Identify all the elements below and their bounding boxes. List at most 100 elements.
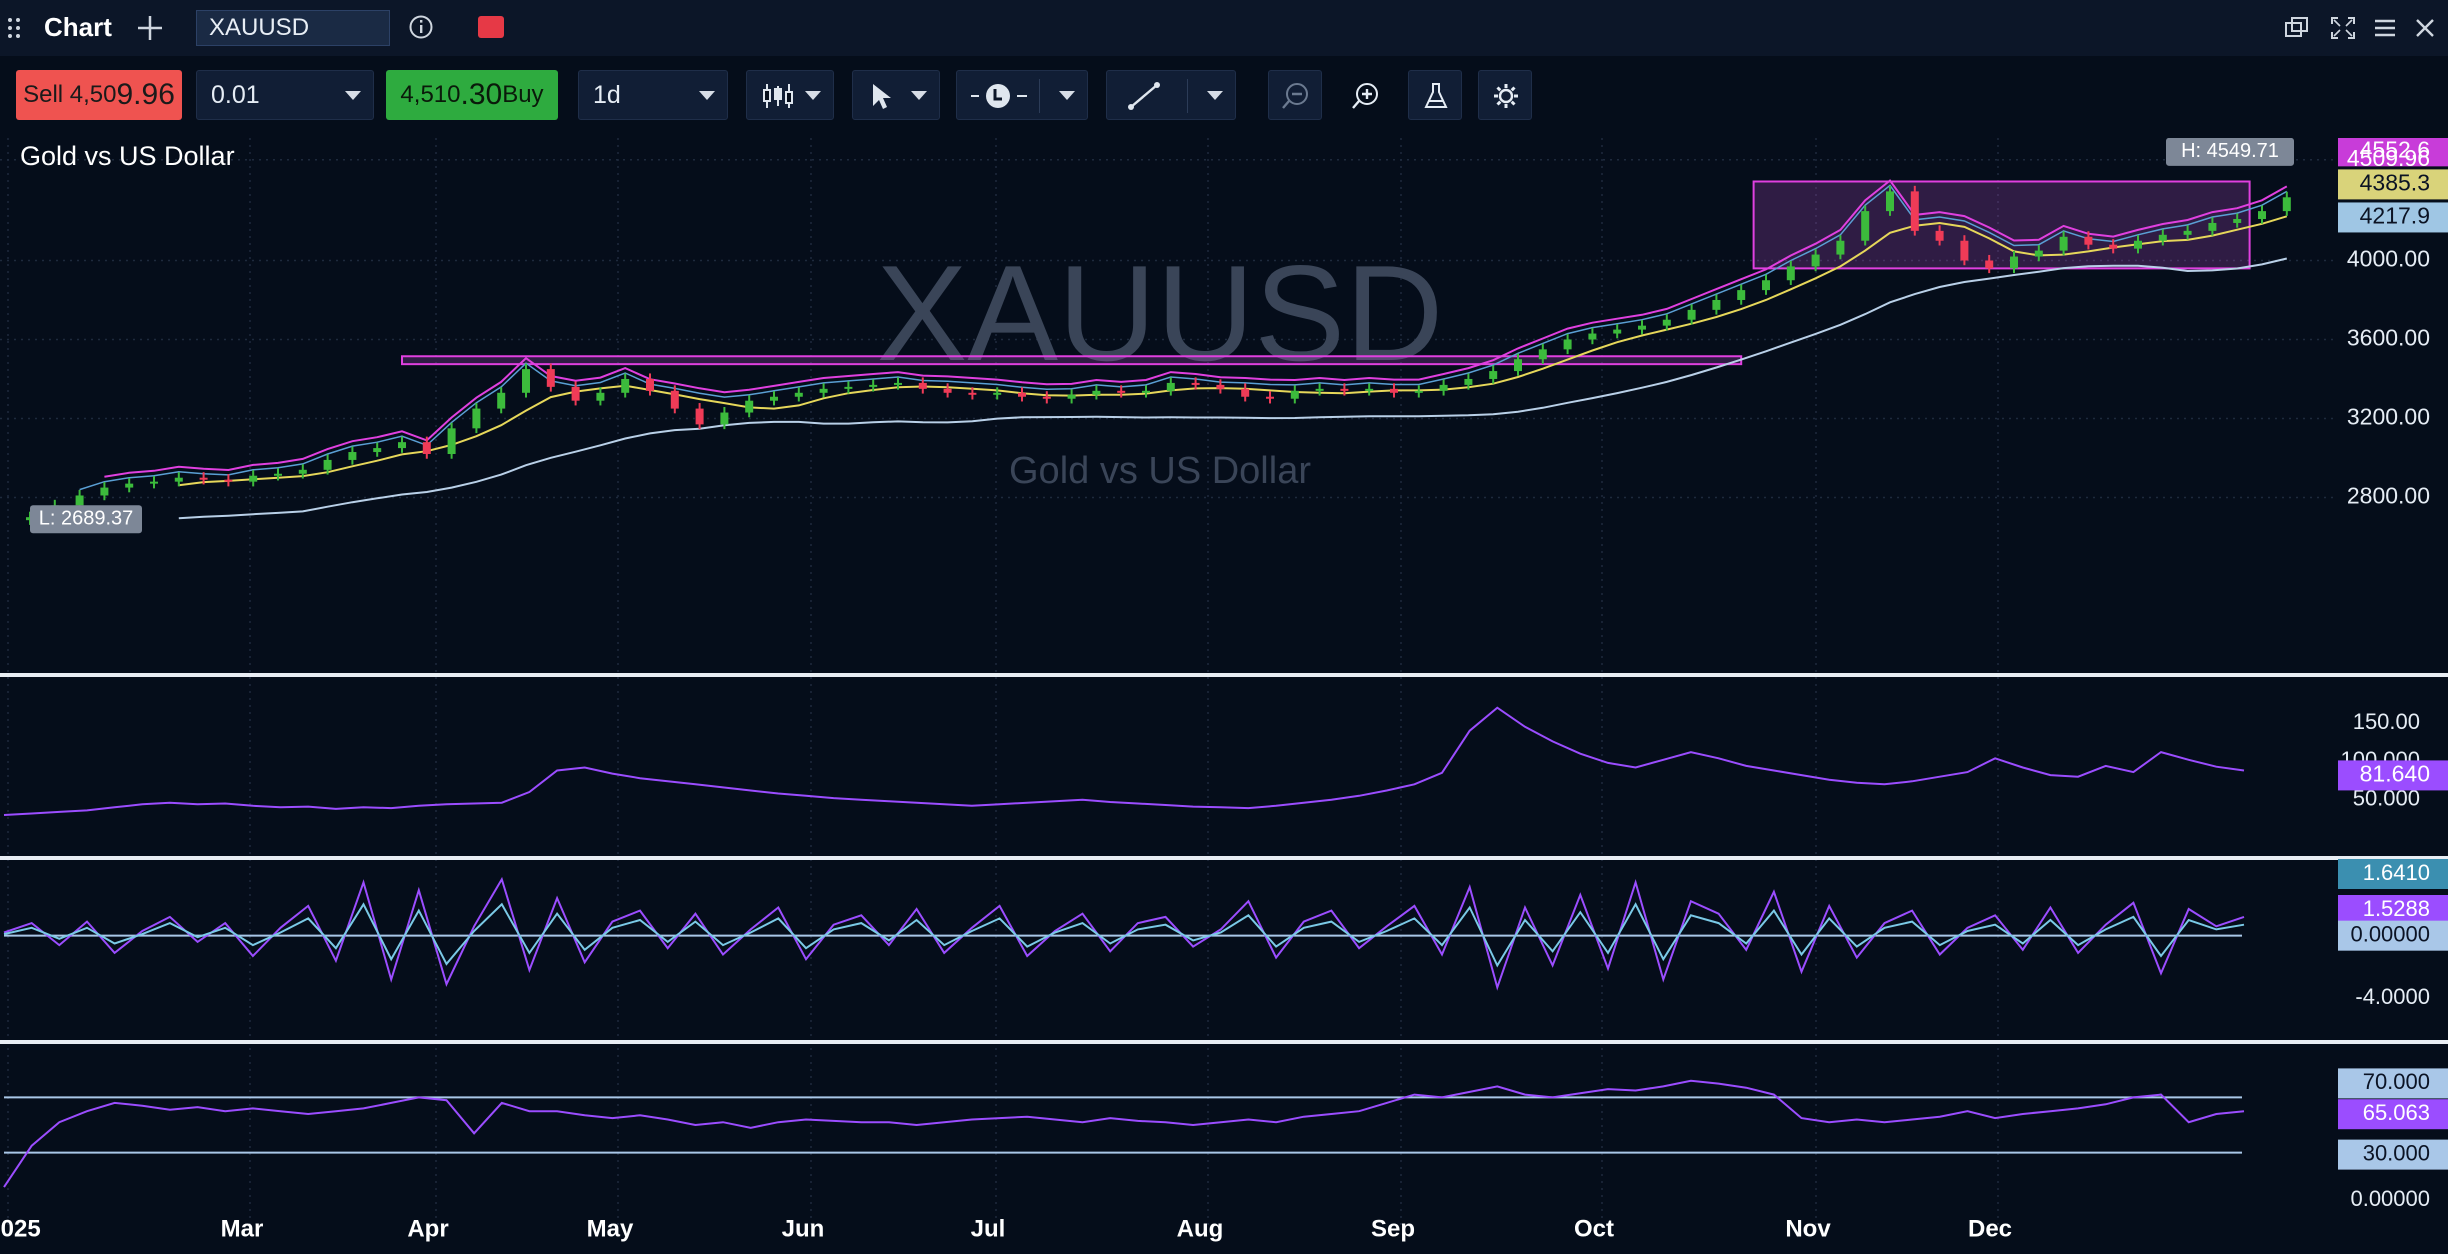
indicator3-axis-label: 0.00000	[2350, 1186, 2430, 1211]
quantity-value: 0.01	[211, 80, 260, 109]
candle-body	[1092, 390, 1101, 395]
candle-body	[2258, 211, 2266, 220]
cursor-select[interactable]	[852, 70, 940, 120]
price-marker-text: 4217.9	[2360, 203, 2430, 229]
candle-body	[1687, 309, 1696, 320]
candle-body	[596, 392, 605, 401]
candle-body	[1191, 382, 1200, 385]
indicator3-label-text: 70.000	[2363, 1069, 2430, 1094]
candle-body	[2010, 256, 2018, 269]
indicator-line	[3, 706, 2245, 816]
chart-title: Gold vs US Dollar	[20, 141, 235, 171]
candle-body	[1786, 266, 1795, 281]
candle-body	[918, 382, 927, 389]
low-label-box	[30, 505, 142, 534]
candle-body	[1390, 388, 1398, 393]
drag-handle-icon[interactable]	[6, 16, 24, 40]
candle-body	[1960, 240, 1969, 261]
price-marker-text: 4385.3	[2360, 169, 2430, 195]
indicator1-value-text: 81.640	[2360, 760, 2430, 786]
candle-body	[2233, 219, 2242, 223]
zoom-out-icon	[1282, 83, 1308, 109]
quantity-select[interactable]: 0.01	[196, 70, 374, 120]
candle-body	[1018, 392, 1026, 397]
low-label: L: 2689.37	[30, 505, 142, 534]
candle-body	[2084, 236, 2093, 245]
x-axis-tick: 2025	[0, 1215, 41, 1242]
close-icon[interactable]	[2410, 14, 2440, 42]
candle-body	[646, 378, 654, 391]
chart-tab-title[interactable]: Chart	[44, 12, 112, 42]
price-marker-text: 4552.6	[2360, 138, 2430, 162]
middle-band-line	[178, 215, 2288, 487]
line-style-select[interactable]	[956, 70, 1088, 120]
symbol-input[interactable]	[196, 10, 390, 46]
candle-body	[1638, 325, 1646, 330]
watermark-name: Gold vs US Dollar	[1009, 450, 1311, 492]
high-label-box	[2166, 138, 2294, 166]
candle-body	[422, 442, 431, 455]
indicator1-value-box	[2338, 760, 2448, 791]
candle-body	[1836, 240, 1845, 255]
panel-separators[interactable]	[0, 673, 2448, 1044]
candle-body	[894, 382, 902, 385]
menu-icon[interactable]	[2370, 14, 2400, 42]
buy-button[interactable]: 4,510.30 Buy	[386, 70, 558, 120]
divider	[1187, 79, 1188, 113]
candle-body	[323, 459, 332, 470]
timeframe-select[interactable]: 1d	[578, 70, 728, 120]
link-color-square[interactable]	[478, 16, 504, 38]
candle-body	[1489, 371, 1498, 379]
indicator-line	[3, 1079, 2245, 1188]
indicators-button[interactable]	[1408, 70, 1462, 120]
price-marker-label: 4552.6	[2338, 138, 2448, 167]
candle-body	[1414, 390, 1423, 393]
candle-body	[1142, 390, 1150, 393]
indicator3-axis-label: 65.063	[2338, 1099, 2448, 1130]
price-marker-box	[2338, 138, 2448, 167]
candle-body	[2059, 236, 2068, 251]
candle-body	[869, 384, 878, 387]
zoom-out-button[interactable]	[1268, 70, 1322, 120]
candle-body	[125, 483, 134, 488]
add-tab-plus-icon[interactable]	[134, 12, 166, 44]
chart-area[interactable]: Gold vs US Dollar XAUUSD Gold vs US Doll…	[0, 138, 2448, 1254]
line-style-icon	[971, 84, 1027, 108]
candle-body	[819, 388, 828, 393]
indicator2-label-text: -4.0000	[2355, 984, 2430, 1009]
candle-body	[199, 477, 208, 480]
candle-body	[695, 408, 704, 425]
candle-body	[1910, 191, 1919, 231]
candle-body	[298, 469, 307, 474]
indicator2-label-box	[2338, 859, 2448, 889]
popout-icon[interactable]	[2282, 14, 2312, 42]
candle-body	[794, 392, 803, 397]
high-label-text: H: 4549.71	[2181, 140, 2279, 162]
x-axis-tick: Mar	[221, 1215, 264, 1242]
price-marker-box	[2338, 169, 2448, 200]
indicator3-label-text: 65.063	[2363, 1100, 2430, 1125]
panel-separator[interactable]	[0, 1040, 2448, 1044]
info-icon[interactable]	[408, 14, 434, 40]
candle-body	[1538, 349, 1547, 360]
x-axis-tick: May	[587, 1215, 634, 1242]
settings-button[interactable]	[1478, 70, 1532, 120]
zoom-in-button[interactable]	[1338, 70, 1392, 120]
indicator3-axis-label: 70.000	[2338, 1068, 2448, 1099]
fullscreen-icon[interactable]	[2328, 14, 2358, 42]
candle-body	[1613, 329, 1622, 334]
panel-separator[interactable]	[0, 673, 2448, 677]
sell-button[interactable]: Sell 4,50 9.96	[16, 70, 182, 120]
indicator2-label-box	[2338, 895, 2448, 925]
price-axis-tick: 4000.00	[2347, 246, 2430, 272]
x-axis-tick: Aug	[1177, 1215, 1224, 1242]
price-marker-text: 4509.96	[2347, 145, 2430, 171]
divider	[1039, 79, 1040, 113]
candle-body	[745, 400, 754, 413]
panel-separator[interactable]	[0, 856, 2448, 860]
chart-type-select[interactable]	[746, 70, 834, 120]
candle-body	[150, 481, 158, 484]
candle-body	[1340, 388, 1349, 391]
candle-body	[770, 396, 778, 401]
draw-tool-select[interactable]	[1106, 70, 1236, 120]
